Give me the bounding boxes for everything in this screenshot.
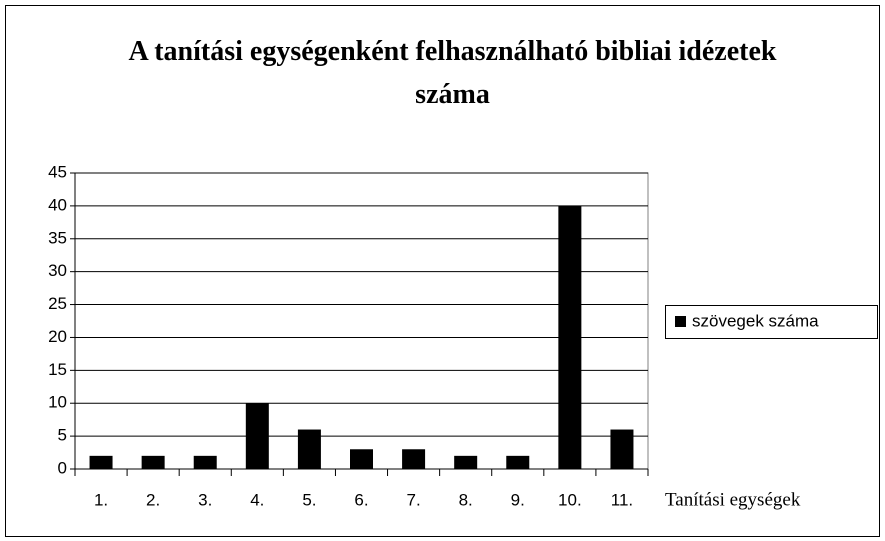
- y-tick-label: 15: [48, 360, 67, 379]
- x-tick-label: 11.: [611, 490, 633, 509]
- x-tick-label: 4.: [250, 490, 264, 509]
- y-tick-label: 35: [48, 228, 67, 247]
- x-tick-label: 3.: [198, 490, 212, 509]
- x-tick-label: 2.: [146, 490, 160, 509]
- bar: [610, 429, 634, 469]
- plot-area: [74, 172, 649, 470]
- x-tick-label: 1.: [94, 490, 108, 509]
- x-tick-label: 8.: [459, 490, 473, 509]
- legend-swatch: [675, 316, 686, 327]
- legend-label: szövegek száma: [692, 311, 819, 330]
- y-tick-label: 10: [48, 393, 67, 412]
- bar: [506, 455, 530, 469]
- x-tick-label: 9.: [511, 490, 525, 509]
- y-tick-label: 0: [58, 458, 67, 477]
- x-tick-label: 10.: [558, 490, 582, 509]
- bar: [141, 455, 165, 469]
- y-tick-label: 25: [48, 294, 67, 313]
- bar: [89, 455, 113, 469]
- x-axis-label: Tanítási egységek: [665, 489, 801, 510]
- x-tick-label: 5.: [302, 490, 316, 509]
- y-tick-label: 20: [48, 327, 67, 346]
- bar: [558, 205, 582, 469]
- bar: [402, 449, 426, 469]
- y-tick-label: 45: [48, 162, 67, 181]
- legend-box: [665, 305, 878, 339]
- bar: [193, 455, 217, 469]
- y-tick-label: 30: [48, 261, 67, 280]
- bar: [245, 403, 269, 469]
- x-tick-label: 6.: [354, 490, 368, 509]
- bar: [350, 449, 373, 469]
- x-tick-label: 7.: [406, 490, 420, 509]
- y-tick-label: 5: [58, 426, 67, 445]
- chart-title: A tanítási egységenként felhasználható b…: [128, 36, 777, 110]
- bar: [454, 455, 478, 469]
- bar: [297, 429, 321, 469]
- y-tick-label: 40: [48, 195, 67, 214]
